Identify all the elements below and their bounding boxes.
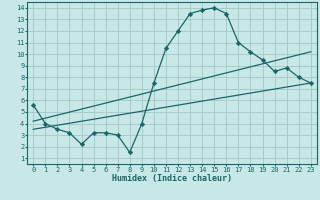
X-axis label: Humidex (Indice chaleur): Humidex (Indice chaleur) <box>112 174 232 183</box>
